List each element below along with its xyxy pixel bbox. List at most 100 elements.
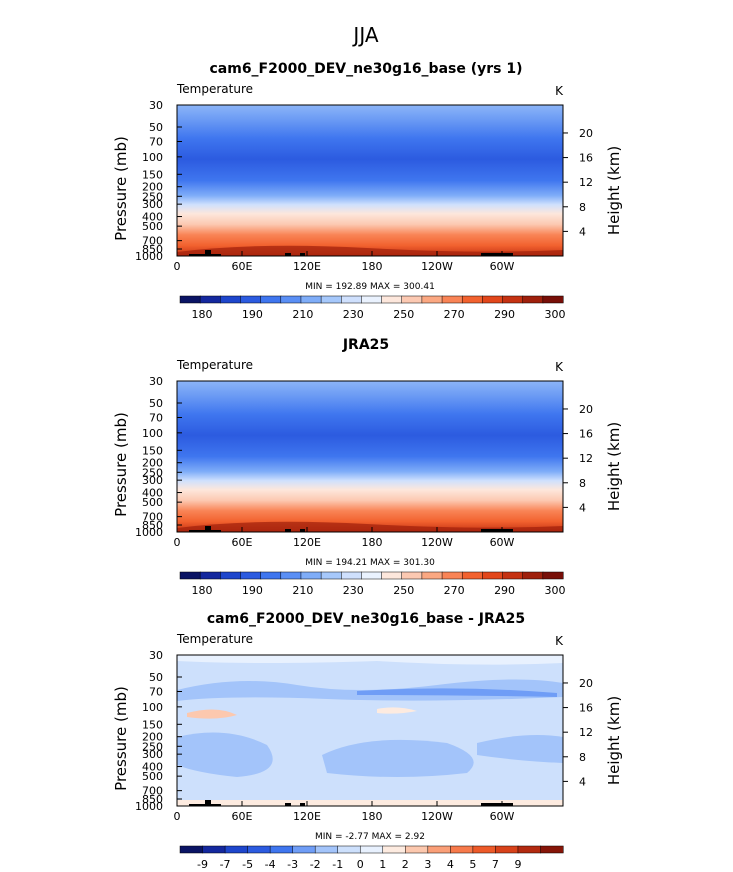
- longitude-tick-label: 120E: [293, 260, 321, 273]
- height-tick-label: 12: [579, 726, 593, 739]
- variable-label: Temperature: [176, 82, 253, 96]
- difference-contour-2: [177, 732, 273, 777]
- longitude-tick-label: 60W: [490, 536, 515, 549]
- pressure-tick-label: 150: [142, 444, 163, 457]
- min-max-stats: MIN = 192.89 MAX = 300.41: [305, 282, 435, 292]
- colorbar-swatch: [461, 571, 483, 580]
- longitude-tick-label: 180: [362, 536, 383, 549]
- height-tick-label: 20: [579, 127, 593, 140]
- colorbar-swatch: [269, 845, 294, 854]
- pressure-tick-label: 200: [142, 457, 163, 470]
- variable-label: Temperature: [176, 632, 253, 646]
- height-tick-label: 16: [579, 152, 593, 165]
- colorbar-swatch: [517, 845, 542, 854]
- colorbar-swatch: [359, 845, 384, 854]
- longitude-tick-label: 0: [174, 536, 181, 549]
- longitude-tick-label: 0: [174, 260, 181, 273]
- pressure-tick-label: 100: [142, 427, 163, 440]
- colorbar-swatch: [292, 845, 316, 854]
- colorbar-swatch: [280, 571, 302, 580]
- colorbar-label: 180: [192, 308, 213, 321]
- units-label: K: [555, 634, 564, 648]
- pressure-tick-label: 150: [142, 718, 163, 731]
- colorbar-swatch: [482, 571, 504, 580]
- pressure-tick-label: 1000: [135, 526, 163, 539]
- colorbar-label: 3: [424, 858, 431, 871]
- pressure-tick-label: 850: [142, 793, 163, 806]
- colorbar-swatch: [280, 295, 302, 304]
- pressure-tick-label: 200: [142, 181, 163, 194]
- colorbar-swatch: [341, 571, 362, 580]
- colorbar-swatch: [314, 845, 339, 854]
- difference-contour-8: [177, 800, 563, 806]
- colorbar-label: 4: [447, 858, 454, 871]
- colorbar-swatch: [401, 571, 423, 580]
- colorbar-swatch: [260, 571, 282, 580]
- height-tick-label: 12: [579, 452, 593, 465]
- colorbar-label: 190: [242, 584, 263, 597]
- colorbar-swatch: [202, 845, 226, 854]
- colorbar-swatch: [381, 295, 403, 304]
- colorbar-swatch: [382, 845, 406, 854]
- panel-title: JRA25: [342, 337, 389, 353]
- colorbar-swatch: [482, 295, 504, 304]
- pressure-tick-label: 30: [149, 649, 163, 662]
- colorbar-label: 9: [514, 858, 521, 871]
- colorbar-swatch: [300, 571, 322, 580]
- colorbar-swatch: [179, 845, 204, 854]
- difference-contour-1: [357, 688, 557, 697]
- colorbar-swatch: [240, 295, 262, 304]
- longitude-tick-label: 60E: [232, 536, 253, 549]
- colorbar-label: 290: [494, 308, 515, 321]
- height-tick-label: 20: [579, 403, 593, 416]
- colorbar-label: -7: [220, 858, 231, 871]
- plot-frame: [176, 104, 564, 257]
- panel-title: cam6_F2000_DEV_ne30g16_base (yrs 1): [209, 61, 522, 77]
- colorbar-swatch: [450, 845, 474, 854]
- colorbar-label: 300: [545, 584, 566, 597]
- height-tick-label: 4: [579, 775, 586, 788]
- colorbar-swatch: [224, 845, 249, 854]
- colorbar-label: 210: [292, 584, 313, 597]
- colorbar-label: 230: [343, 584, 364, 597]
- y-axis-title: Pressure (mb): [112, 686, 130, 791]
- pressure-tick-label: 850: [142, 519, 163, 532]
- longitude-tick-label: 120W: [421, 810, 453, 823]
- colorbar-swatch: [320, 295, 342, 304]
- pressure-tick-label: 400: [142, 211, 163, 224]
- colorbar-swatch: [361, 571, 383, 580]
- pressure-tick-label: 300: [142, 474, 163, 487]
- pressure-tick-label: 850: [142, 243, 163, 256]
- page-title: JJA: [351, 23, 378, 47]
- units-label: K: [555, 84, 564, 98]
- difference-contour-6: [377, 707, 417, 714]
- plot-frame: [176, 654, 564, 807]
- pressure-tick-label: 250: [142, 190, 163, 203]
- pressure-tick-label: 200: [142, 731, 163, 744]
- difference-contour-7: [177, 655, 563, 665]
- colorbar-label: 2: [402, 858, 409, 871]
- colorbar-swatch: [502, 295, 524, 304]
- colorbar-label: 1: [379, 858, 386, 871]
- colorbar-swatch: [199, 571, 221, 580]
- colorbar-swatch: [260, 295, 282, 304]
- colorbar-label: -5: [242, 858, 253, 871]
- longitude-tick-label: 120W: [421, 536, 453, 549]
- colorbar-swatch: [337, 845, 361, 854]
- colorbar-label: -9: [197, 858, 208, 871]
- height-tick-label: 8: [579, 201, 586, 214]
- height-tick-label: 8: [579, 477, 586, 490]
- pressure-tick-label: 400: [142, 761, 163, 774]
- colorbar-swatch: [495, 845, 519, 854]
- colorbar-swatch: [401, 295, 423, 304]
- difference-contour-0: [177, 679, 563, 701]
- colorbar-swatch: [421, 295, 443, 304]
- height-tick-label: 16: [579, 702, 593, 715]
- colorbar-label: 250: [393, 584, 414, 597]
- pressure-tick-label: 50: [149, 671, 163, 684]
- height-tick-label: 12: [579, 176, 593, 189]
- pressure-tick-label: 30: [149, 375, 163, 388]
- y-axis-title: Pressure (mb): [112, 136, 130, 241]
- pressure-tick-label: 300: [142, 748, 163, 761]
